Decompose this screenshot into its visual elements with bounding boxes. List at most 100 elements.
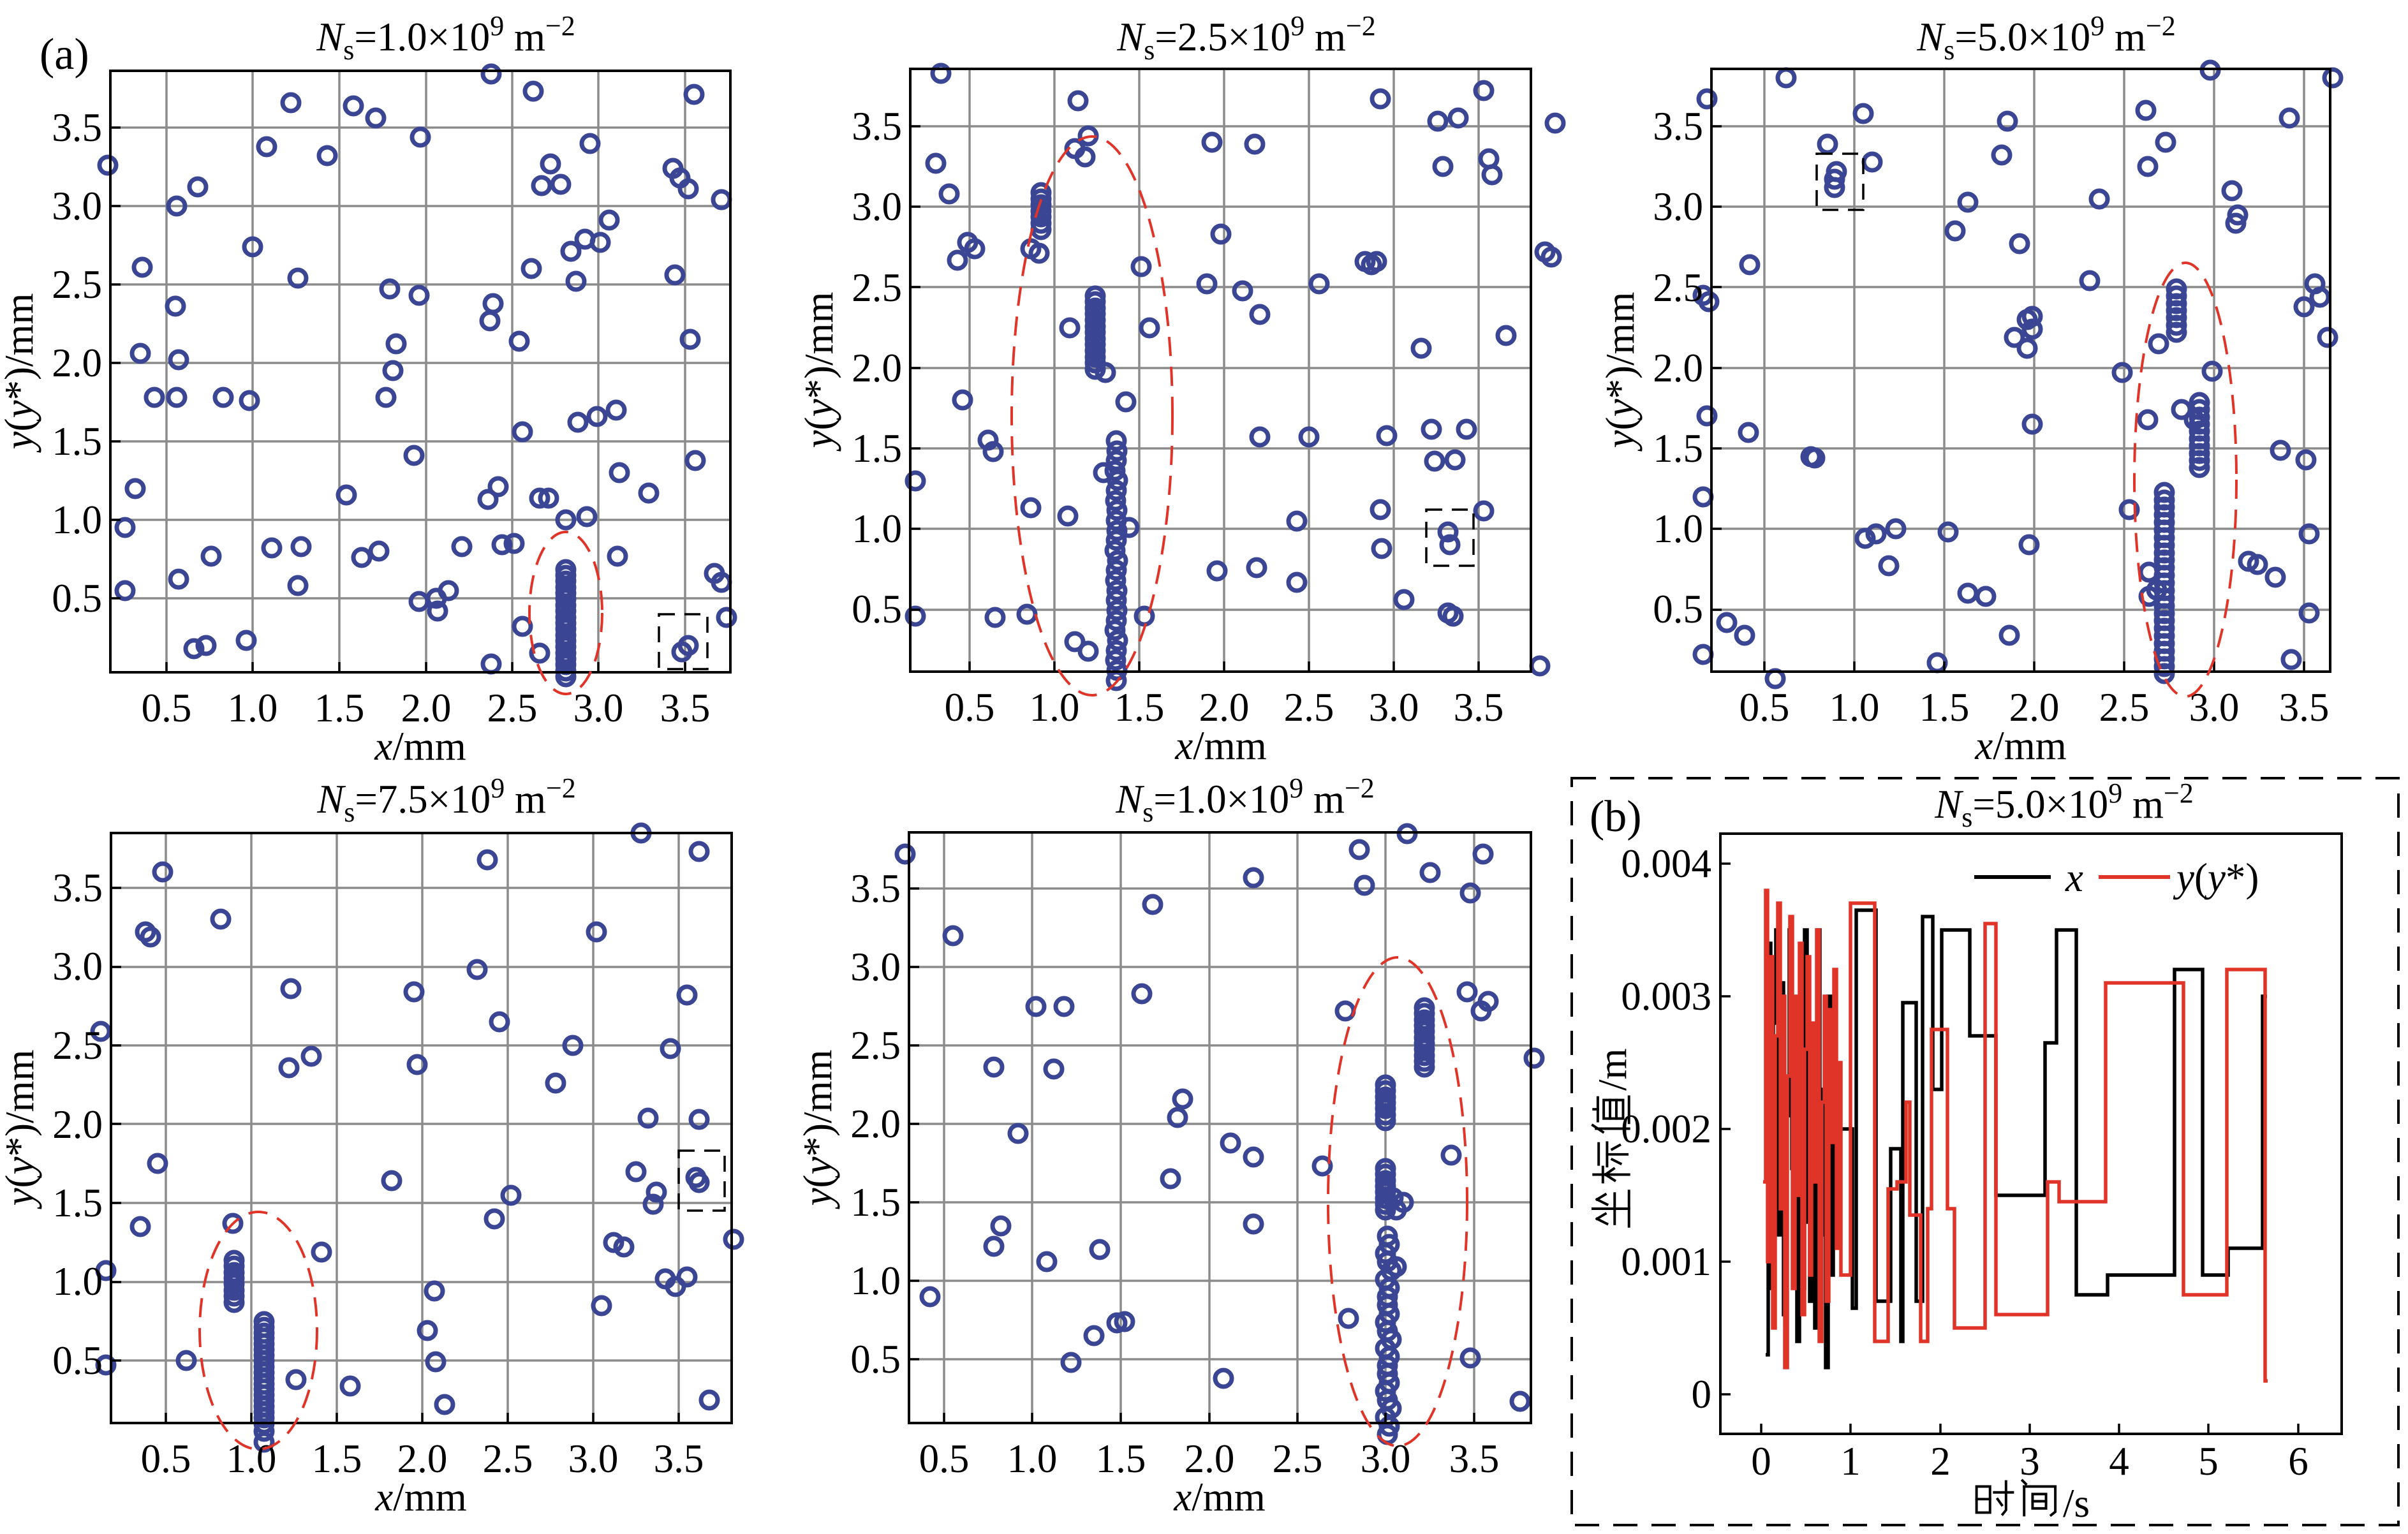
svg-text:3.0: 3.0 (568, 1436, 619, 1481)
svg-text:1.0: 1.0 (52, 1259, 103, 1304)
svg-text:Ns=1.0×109 m−2: Ns=1.0×109 m−2 (1115, 772, 1375, 828)
svg-text:Ns=5.0×109 m−2: Ns=5.0×109 m−2 (1916, 10, 2176, 66)
svg-text:Ns=2.5×109 m−2: Ns=2.5×109 m−2 (1116, 10, 1376, 66)
svg-text:2.5: 2.5 (1284, 685, 1334, 730)
svg-text:y(y*): y(y*) (2173, 855, 2259, 900)
svg-text:0.5: 0.5 (852, 587, 902, 631)
svg-text:3.0: 3.0 (852, 184, 902, 229)
svg-text:6: 6 (2288, 1439, 2308, 1484)
svg-text:1.5: 1.5 (1919, 685, 1970, 730)
svg-text:2.5: 2.5 (852, 265, 902, 310)
svg-text:0.003: 0.003 (1621, 974, 1711, 1019)
svg-text:0.5: 0.5 (1653, 587, 1703, 631)
svg-text:x/mm: x/mm (374, 1475, 466, 1519)
svg-text:0.002: 0.002 (1621, 1107, 1711, 1151)
svg-text:1.0: 1.0 (228, 686, 278, 730)
svg-text:/s: /s (2063, 1481, 2090, 1526)
svg-text:0.5: 0.5 (850, 1337, 901, 1382)
svg-text:1.0: 1.0 (226, 1436, 277, 1481)
svg-text:3.0: 3.0 (850, 945, 901, 989)
svg-text:1.5: 1.5 (52, 419, 102, 464)
svg-text:0: 0 (1692, 1372, 1712, 1417)
svg-text:1.5: 1.5 (1653, 426, 1703, 471)
svg-text:3.0: 3.0 (1653, 184, 1703, 229)
svg-text:x/mm: x/mm (1174, 723, 1266, 768)
svg-text:3.0: 3.0 (52, 944, 103, 989)
svg-text:3.5: 3.5 (1454, 685, 1504, 730)
svg-text:x/mm: x/mm (1173, 1475, 1265, 1519)
svg-text:1.0: 1.0 (850, 1258, 901, 1303)
svg-text:0.001: 0.001 (1621, 1239, 1711, 1284)
svg-text:3.0: 3.0 (573, 686, 624, 730)
svg-text:x: x (2065, 855, 2083, 900)
svg-text:1.5: 1.5 (314, 686, 365, 730)
svg-text:3.5: 3.5 (850, 866, 901, 911)
svg-text:1.5: 1.5 (52, 1181, 103, 1225)
svg-text:Ns=5.0×109 m−2: Ns=5.0×109 m−2 (1934, 778, 2194, 833)
svg-text:0.5: 0.5 (919, 1436, 970, 1481)
svg-text:1.0: 1.0 (1829, 685, 1880, 730)
svg-text:(b): (b) (1590, 792, 1642, 841)
svg-text:1.0: 1.0 (852, 506, 902, 551)
svg-text:y(y*)/mm: y(y*)/mm (795, 1050, 840, 1210)
svg-text:2.0: 2.0 (850, 1102, 901, 1146)
svg-text:0.5: 0.5 (52, 576, 102, 621)
svg-text:0.5: 0.5 (141, 1436, 191, 1481)
svg-text:2.5: 2.5 (483, 1436, 533, 1481)
svg-text:2.0: 2.0 (1185, 1436, 1235, 1481)
svg-text:0.004: 0.004 (1621, 841, 1711, 886)
svg-text:3.5: 3.5 (852, 104, 902, 149)
svg-text:x/mm: x/mm (1974, 723, 2066, 768)
svg-text:3.5: 3.5 (52, 105, 102, 150)
svg-text:x/mm: x/mm (374, 724, 466, 769)
svg-text:3.0: 3.0 (52, 184, 102, 228)
svg-text:2.5: 2.5 (487, 686, 538, 730)
svg-text:y(y*)/mm: y(y*)/mm (0, 293, 41, 454)
svg-text:0.5: 0.5 (52, 1338, 103, 1383)
svg-text:y(y*)/mm: y(y*)/mm (797, 292, 841, 452)
svg-text:0.5: 0.5 (1740, 685, 1790, 730)
svg-text:y(y*)/mm: y(y*)/mm (0, 1050, 42, 1210)
svg-text:3.5: 3.5 (52, 866, 103, 910)
svg-text:1.5: 1.5 (852, 426, 902, 471)
svg-text:3.0: 3.0 (1361, 1436, 1411, 1481)
svg-text:1.5: 1.5 (1114, 685, 1165, 730)
svg-text:3.5: 3.5 (2279, 685, 2330, 730)
svg-text:Ns=7.5×109 m−2: Ns=7.5×109 m−2 (316, 772, 576, 828)
svg-text:2.0: 2.0 (401, 686, 452, 730)
svg-text:1.5: 1.5 (1096, 1436, 1146, 1481)
svg-text:2.0: 2.0 (52, 1102, 103, 1147)
svg-text:2.5: 2.5 (1653, 265, 1703, 310)
svg-text:2.0: 2.0 (397, 1436, 448, 1481)
svg-text:0.5: 0.5 (142, 686, 192, 730)
svg-text:(a): (a) (40, 30, 89, 79)
svg-text:2.5: 2.5 (2099, 685, 2150, 730)
svg-text:2.5: 2.5 (52, 1023, 103, 1068)
svg-text:1.0: 1.0 (1653, 506, 1703, 551)
svg-text:Ns=1.0×109 m−2: Ns=1.0×109 m−2 (316, 10, 575, 66)
svg-text:1.0: 1.0 (1030, 685, 1080, 730)
svg-text:2.0: 2.0 (1653, 346, 1703, 390)
svg-text:3.5: 3.5 (1449, 1436, 1500, 1481)
svg-text:y(y*)/mm: y(y*)/mm (1598, 292, 1643, 452)
svg-text:3.5: 3.5 (654, 1436, 704, 1481)
svg-text:3.5: 3.5 (1653, 104, 1703, 149)
svg-text:3.0: 3.0 (1369, 685, 1419, 730)
svg-text:0: 0 (1751, 1439, 1771, 1484)
svg-text:3: 3 (2020, 1439, 2040, 1484)
svg-text:1: 1 (1840, 1439, 1861, 1484)
svg-text:3.5: 3.5 (660, 686, 711, 730)
svg-text:2.0: 2.0 (1199, 685, 1250, 730)
svg-text:0.5: 0.5 (945, 685, 995, 730)
svg-text:1.0: 1.0 (1007, 1436, 1058, 1481)
svg-text:1.5: 1.5 (850, 1180, 901, 1225)
svg-text:2.5: 2.5 (52, 262, 102, 307)
svg-text:5: 5 (2198, 1439, 2219, 1484)
svg-text:2: 2 (1930, 1439, 1951, 1484)
svg-text:2.0: 2.0 (2009, 685, 2060, 730)
svg-text:4: 4 (2109, 1439, 2129, 1484)
svg-text:1.5: 1.5 (312, 1436, 362, 1481)
svg-text:/m: /m (1590, 1048, 1635, 1091)
svg-text:2.0: 2.0 (852, 346, 902, 390)
svg-text:1.0: 1.0 (52, 498, 102, 542)
